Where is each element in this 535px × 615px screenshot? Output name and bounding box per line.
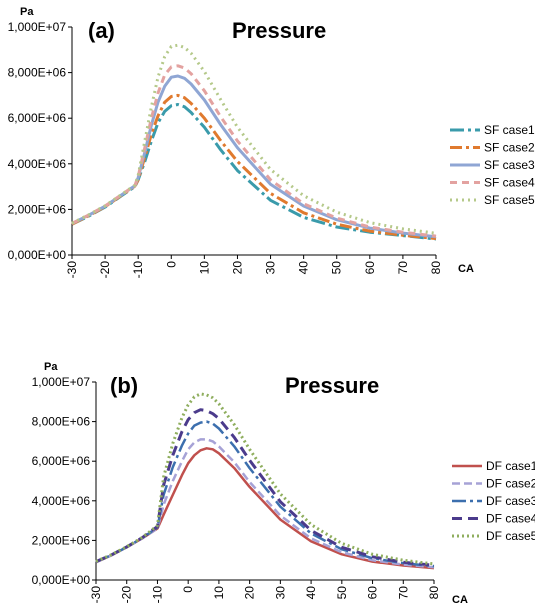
x-tick-label: 10 <box>212 586 226 600</box>
legend-label: DF case2 <box>486 477 535 491</box>
x-axis-label: CA <box>452 594 468 606</box>
legend-label: DF case5 <box>486 529 535 543</box>
x-tick-label: 0 <box>181 586 195 593</box>
x-tick-label: 80 <box>429 261 443 275</box>
x-tick-label: 60 <box>363 261 377 275</box>
series-line-sf-case2 <box>71 93 437 241</box>
series-line-df-case1 <box>95 447 435 570</box>
x-tick-label: 80 <box>427 586 441 600</box>
legend-label: SF case5 <box>484 193 535 207</box>
legend-label: SF case4 <box>484 176 535 190</box>
y-tick-label: 4,000E+06 <box>8 157 67 171</box>
y-tick-label: 6,000E+06 <box>8 111 67 125</box>
y-tick-label: 1,000E+07 <box>32 375 91 389</box>
series-line-sf-case5 <box>71 43 437 235</box>
x-tick-label: -30 <box>65 261 79 279</box>
legend-label: SF case1 <box>484 123 535 137</box>
x-tick-label: -10 <box>131 261 145 279</box>
y-tick-label: 4,000E+06 <box>32 494 91 508</box>
series-line-sf-case1 <box>71 103 437 241</box>
y-tick-label: 0,000E+00 <box>32 573 91 587</box>
y-tick-label: 1,000E+07 <box>8 20 67 34</box>
chart-title: Pressure <box>285 373 379 398</box>
legend-label: DF case1 <box>486 459 535 473</box>
legend-label: SF case2 <box>484 141 535 155</box>
x-tick-label: 40 <box>297 261 311 275</box>
legend-label: DF case4 <box>486 512 535 526</box>
x-tick-label: 30 <box>264 261 278 275</box>
x-tick-label: -20 <box>120 586 134 604</box>
panel-label: (b) <box>110 373 138 398</box>
y-tick-label: 0,000E+00 <box>8 248 67 262</box>
legend-label: DF case3 <box>486 494 535 508</box>
x-tick-label: 0 <box>164 261 178 268</box>
legend-label: SF case3 <box>484 158 535 172</box>
chart-panel-a: 0,000E+00 2,000E+06 4,000E+06 6,000E+06 8,00… <box>8 6 535 278</box>
y-tick-label: 2,000E+06 <box>32 533 91 547</box>
series-line-df-case3 <box>95 420 435 568</box>
x-tick-label: 20 <box>230 261 244 275</box>
x-tick-label: 40 <box>304 586 318 600</box>
x-tick-label: 50 <box>335 586 349 600</box>
x-axis-label: CA <box>458 263 474 275</box>
x-tick-label: -30 <box>89 586 103 604</box>
y-tick-label: 6,000E+06 <box>32 454 91 468</box>
x-tick-label: 70 <box>396 261 410 275</box>
x-tick-label: -20 <box>98 261 112 279</box>
panel-label: (a) <box>88 18 115 43</box>
series-line-sf-case3 <box>71 74 437 239</box>
chart-title: Pressure <box>232 18 326 43</box>
series-line-sf-case4 <box>71 64 437 238</box>
x-tick-label: 50 <box>330 261 344 275</box>
x-tick-label: 60 <box>366 586 380 600</box>
x-tick-label: 70 <box>396 586 410 600</box>
y-tick-label: 2,000E+06 <box>8 202 67 216</box>
series-line-df-case5 <box>95 392 435 566</box>
x-tick-label: -10 <box>150 586 164 604</box>
x-tick-label: 30 <box>273 586 287 600</box>
y-tick-label: 8,000E+06 <box>8 66 67 80</box>
y-axis-unit: Pa <box>20 6 34 18</box>
y-tick-label: 8,000E+06 <box>32 415 91 429</box>
x-tick-label: 20 <box>243 586 257 600</box>
y-axis-unit: Pa <box>44 361 58 373</box>
chart-panel-b: 0,000E+00 2,000E+06 4,000E+06 6,000E+06 8,00… <box>32 361 535 606</box>
x-tick-label: 10 <box>197 261 211 275</box>
